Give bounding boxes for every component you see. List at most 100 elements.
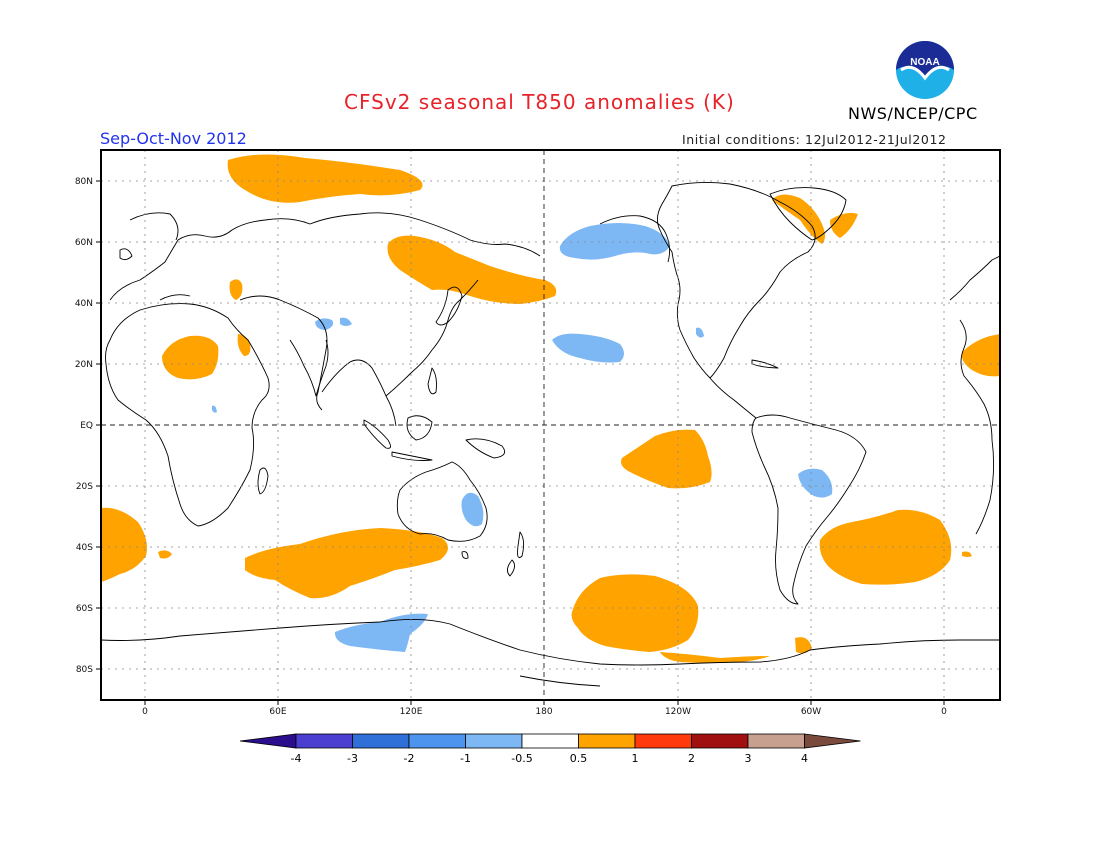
coastline-madagascar — [257, 467, 269, 495]
cool-anomaly-tibet-east — [340, 317, 352, 326]
lon-label: 0 — [941, 707, 947, 717]
graticule — [101, 150, 1000, 700]
cool-anomaly-tibet — [315, 318, 334, 330]
latitude-axis: 80N 60N 40N 20N EQ 20S 40S 60S 80S — [75, 177, 101, 675]
map-title: CFSv2 seasonal T850 anomalies (K) — [344, 90, 735, 114]
initial-conditions-label: Initial conditions: 12Jul2012-21Jul2012 — [682, 132, 947, 147]
noaa-logo-icon: NOAA — [896, 41, 954, 99]
coastline-tasmania — [461, 551, 469, 559]
color-legend: -4 -3 -2 -1 -0.5 0.5 1 2 3 4 — [239, 733, 861, 765]
colorbar-swatch — [408, 733, 466, 749]
warm-anomaly-arabia — [162, 335, 219, 380]
colorbar-label: -1 — [460, 752, 471, 765]
colorbar-swatch — [634, 733, 692, 749]
coastline-java — [391, 451, 433, 461]
colorbar-label: -4 — [291, 752, 302, 765]
coastline-borneo — [406, 415, 433, 441]
lat-label: 40S — [76, 543, 93, 553]
coastline-new-guinea — [465, 438, 506, 459]
coastline-japan — [435, 286, 463, 326]
map-frame — [100, 149, 1001, 701]
colorbar-swatch — [521, 733, 579, 749]
colorbar-label: 1 — [632, 752, 639, 765]
coastline-antarctica — [101, 618, 1000, 666]
warm-anomaly-regions — [101, 154, 1000, 663]
lat-label: 80N — [75, 177, 93, 187]
colorbar-label: 2 — [688, 752, 695, 765]
lon-label: 0 — [142, 707, 148, 717]
warm-anomaly-east-atlantic — [961, 334, 1000, 377]
lon-label: 60E — [269, 707, 286, 717]
coastline-greenland — [769, 187, 847, 241]
lat-label: EQ — [80, 421, 93, 431]
lat-label: 80S — [76, 665, 93, 675]
warm-anomaly-small-sa — [158, 550, 172, 559]
coastline-europe-east — [949, 255, 1000, 535]
cool-anomaly-nile — [212, 405, 217, 413]
cool-anomaly-hudson — [696, 327, 704, 338]
season-label: Sep-Oct-Nov 2012 — [100, 129, 247, 148]
warm-anomaly-south-indian — [245, 528, 449, 599]
colorbar-label: -3 — [347, 752, 358, 765]
warm-anomaly-se-pacific — [571, 574, 699, 652]
coastline-north-america — [657, 181, 816, 379]
colorbar-label: 0.5 — [570, 752, 588, 765]
cool-anomaly-south-brazil — [798, 468, 833, 498]
cool-anomaly-subtropical-pacific — [552, 333, 624, 363]
cool-anomaly-gulf-alaska — [559, 223, 670, 260]
lat-label: 20S — [76, 482, 93, 492]
coastline-antarctica-low — [519, 675, 601, 687]
warm-anomaly-peninsula — [795, 637, 812, 654]
colorbar-swatch — [747, 733, 805, 749]
colorbar-label: -2 — [404, 752, 415, 765]
coastline-eurasia — [109, 212, 541, 427]
agency-label: NWS/NCEP/CPC — [848, 104, 978, 123]
coastline-sumatra — [363, 419, 391, 449]
warm-anomaly-barents — [348, 171, 378, 191]
lon-label: 60W — [801, 707, 821, 717]
cool-anomaly-antarctic — [334, 613, 428, 652]
coastline-africa — [105, 303, 270, 527]
warm-anomaly-central-south-pacific — [621, 429, 712, 489]
warm-anomaly-greenland-east — [830, 212, 858, 238]
coastline-australia — [396, 461, 488, 542]
coastline-cuba — [751, 359, 779, 369]
warm-anomaly-small-satl — [962, 551, 972, 557]
colorbar-swatch — [691, 733, 749, 749]
warm-anomaly-south-atlantic-west — [101, 507, 147, 582]
coastline-philippines — [427, 367, 437, 395]
lat-label: 60S — [76, 604, 93, 614]
lon-label: 120W — [665, 707, 691, 717]
cool-anomaly-east-australia — [461, 492, 484, 527]
colorbar-swatch — [578, 733, 636, 749]
colorbar-swatch — [295, 733, 353, 749]
lat-label: 20N — [75, 360, 93, 370]
lon-label: 120E — [400, 707, 423, 717]
colorbar-high-triangle — [804, 733, 861, 749]
lat-label: 40N — [75, 299, 93, 309]
colorbar-swatch — [465, 733, 523, 749]
colorbar-swatch — [352, 733, 410, 749]
warm-anomaly-caspian — [229, 279, 243, 300]
logo-text: NOAA — [910, 57, 939, 68]
coastline-europe-west — [119, 212, 179, 261]
warm-anomaly-red-sea — [237, 334, 251, 356]
warm-anomaly-bellingshausen — [660, 652, 770, 663]
lat-label: 60N — [75, 238, 93, 248]
colorbar-label: -0.5 — [511, 752, 532, 765]
coastlines — [101, 181, 1000, 687]
colorbar-label: 3 — [745, 752, 752, 765]
colorbar-low-triangle — [239, 733, 297, 749]
warm-anomaly-arctic-europe — [227, 154, 423, 203]
coastline-central-america — [709, 377, 757, 419]
cool-anomaly-regions — [212, 223, 833, 652]
longitude-axis: 0 60E 120E 180 120W 60W 0 — [142, 700, 947, 717]
colorbar-label: 4 — [801, 752, 808, 765]
coastline-new-zealand — [507, 531, 525, 577]
coastline-alaska — [599, 215, 671, 263]
coastline-south-america — [751, 414, 867, 605]
warm-anomaly-ne-asia — [387, 235, 557, 304]
lon-label: 180 — [535, 707, 552, 717]
equator-and-dateline — [101, 150, 1000, 700]
